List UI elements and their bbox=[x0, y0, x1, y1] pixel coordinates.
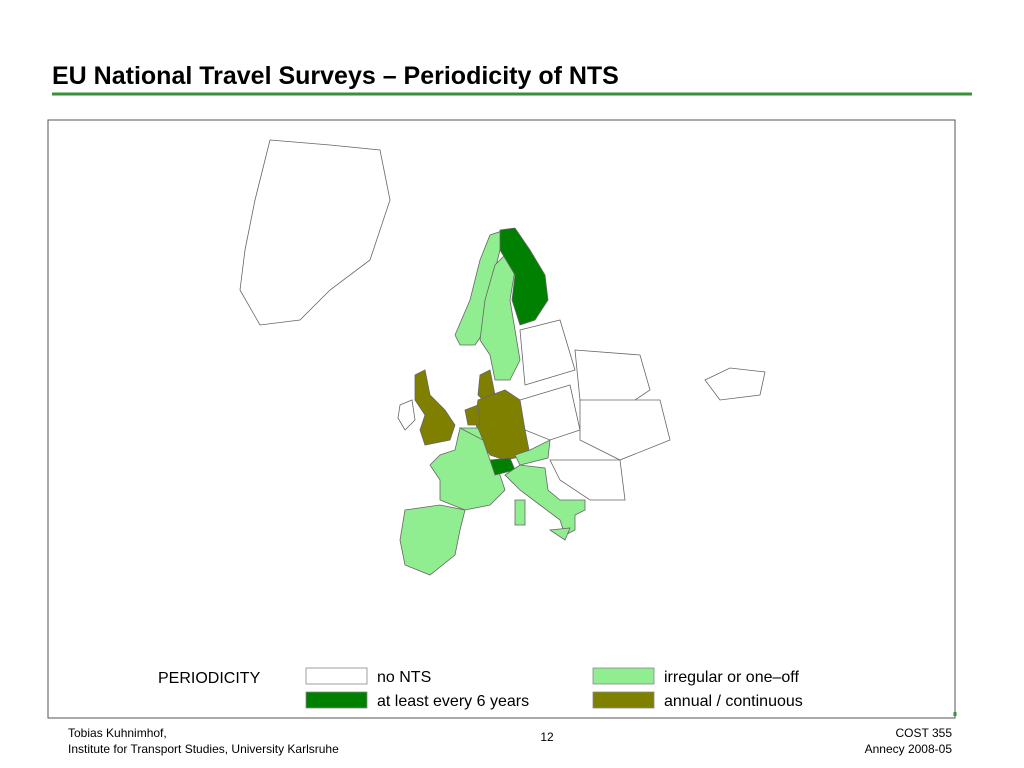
footer-author: Tobias Kuhnimhof, bbox=[68, 726, 167, 740]
legend-label: no NTS bbox=[377, 669, 431, 686]
legend-label: irregular or one–off bbox=[664, 669, 799, 686]
finland bbox=[499, 227, 549, 326]
sardinia bbox=[514, 499, 526, 526]
austria bbox=[514, 439, 551, 466]
poland bbox=[519, 384, 581, 441]
legend-swatch bbox=[592, 691, 655, 709]
footer-event: COST 355 bbox=[896, 726, 953, 740]
uk bbox=[414, 369, 456, 446]
ireland bbox=[397, 399, 416, 431]
netherlands bbox=[464, 404, 481, 426]
footer-place: Annecy 2008-05 bbox=[865, 742, 953, 756]
title: EU National Travel Surveys – Periodicity… bbox=[52, 62, 619, 90]
page-number: 12 bbox=[540, 730, 554, 744]
legend-swatch bbox=[592, 667, 655, 685]
legend-label: annual / continuous bbox=[664, 693, 803, 710]
legend-label: at least every 6 years bbox=[377, 693, 529, 710]
greenland bbox=[239, 139, 391, 326]
iceland bbox=[704, 367, 766, 401]
map bbox=[239, 139, 766, 576]
legend: PERIODICITY no NTS irregular or one–off at… bbox=[158, 667, 803, 710]
sicily bbox=[548, 527, 571, 541]
footer-institute: Institute for Transport Studies, Univers… bbox=[68, 742, 339, 756]
iberia bbox=[399, 504, 466, 576]
baltics bbox=[519, 319, 576, 386]
balkans bbox=[549, 459, 626, 501]
legend-title: PERIODICITY bbox=[158, 670, 261, 687]
ukraine bbox=[579, 399, 671, 461]
sweden bbox=[479, 254, 521, 381]
legend-swatch bbox=[305, 691, 368, 709]
legend-swatch bbox=[305, 667, 368, 685]
italy bbox=[504, 464, 586, 536]
